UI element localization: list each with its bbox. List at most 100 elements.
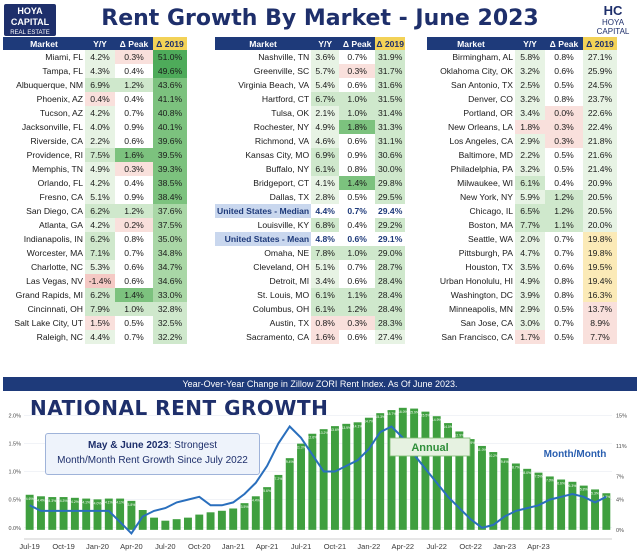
bar-data-label: 7.5%: [535, 475, 543, 479]
yoy-value: 4.4%: [315, 206, 335, 216]
peak-delta-value: 0.3%: [545, 120, 583, 134]
yoy-value: 4.6%: [311, 134, 340, 148]
peak-delta-value: 0.7%: [347, 52, 367, 62]
x-axis-tick-label: Jan-23: [493, 542, 516, 551]
delta-2019-value: 37.6%: [153, 204, 187, 218]
market-name: Rochester, NY: [253, 122, 310, 132]
delta-2019-value: 34.7%: [153, 260, 187, 274]
peak-delta-value: 0.9%: [347, 150, 367, 160]
annual-bar: [184, 517, 192, 530]
yoy-value: 6.7%: [311, 92, 340, 106]
table-row: Oklahoma City, OK 3.2% 0.6% 25.9%: [427, 64, 617, 78]
delta-2019-value: 31.3%: [375, 120, 406, 134]
table-row: Milwaukee, WI 6.1% 0.4% 20.9%: [427, 176, 617, 190]
table-row: Chicago, IL 6.5% 1.2% 20.5%: [427, 204, 617, 218]
table-row: Raleigh, NC 4.4% 0.7% 32.2%: [3, 330, 187, 344]
delta-2019-value: 37.5%: [153, 218, 187, 232]
market-name: Washington, DC: [450, 290, 513, 300]
logo-subtext: REAL ESTATE: [10, 30, 50, 36]
table-row: Cincinnati, OH 7.9% 1.0% 32.8%: [3, 302, 187, 316]
market-name: New Orleans, LA: [448, 122, 513, 132]
market-name: Providence, RI: [26, 150, 83, 160]
bar-data-label: 12.9%: [455, 433, 465, 437]
market-name: Louisville, KY: [257, 220, 310, 230]
table-header-row: Market Y/Y Δ Peak Δ 2019: [3, 37, 187, 50]
delta-2019-value: 13.7%: [583, 302, 617, 316]
delta-2019-value: 40.1%: [153, 120, 187, 134]
delta-2019-value: 39.6%: [153, 134, 187, 148]
market-name: Charlotte, NC: [30, 262, 83, 272]
peak-delta-value: 0.6%: [347, 332, 367, 342]
x-axis-tick-label: Jan-22: [357, 542, 380, 551]
peak-delta-value: 1.8%: [339, 120, 376, 134]
x-axis-tick-label: Jul-22: [427, 542, 447, 551]
table-row: United States - Median 4.4% 0.7% 29.4%: [215, 204, 405, 218]
table-row: Omaha, NE 7.8% 1.0% 29.0%: [215, 246, 406, 260]
market-name: Memphis, TN: [32, 164, 83, 174]
yoy-value: 6.5%: [515, 204, 545, 218]
delta-2019-value: 24.5%: [583, 78, 617, 92]
peak-delta-value: 0.7%: [347, 262, 367, 272]
yoy-value: 5.9%: [515, 190, 545, 204]
market-name: Virginia Beach, VA: [238, 80, 310, 90]
yoy-value: 5.1%: [85, 190, 115, 204]
delta-2019-value: 28.4%: [375, 302, 406, 316]
market-name: Dallas, TX: [269, 192, 310, 202]
column-header: Δ Peak: [339, 37, 376, 50]
delta-2019-value: 20.0%: [583, 218, 617, 232]
left-axis-tick-label: 1.0%: [8, 470, 21, 476]
market-name: San Jose, CA: [460, 318, 513, 328]
yoy-value: 3.5%: [515, 260, 545, 274]
delta-2019-value: 16.3%: [583, 288, 617, 302]
callout-bold: May & June 2023: [88, 440, 169, 451]
x-axis-tick-label: Jan-20: [86, 542, 109, 551]
bar-data-label: 13.2%: [319, 431, 329, 435]
yoy-value: 5.7%: [311, 64, 340, 78]
annual-bar: [421, 411, 430, 530]
annual-bar: [353, 422, 362, 530]
market-name: Riverside, CA: [30, 136, 83, 146]
bar-data-label: 14.7%: [364, 420, 374, 424]
annual-bar: [308, 433, 317, 530]
delta-2019-value: 21.4%: [583, 162, 617, 176]
bar-data-label: 15.7%: [387, 412, 397, 416]
peak-delta-value: 1.4%: [115, 288, 153, 302]
annual-bar: [331, 426, 339, 530]
market-name: Las Vegas, NV: [26, 276, 83, 286]
delta-2019-value: 31.7%: [375, 64, 406, 78]
chart-svg: 0.0%0.5%1.0%1.5%2.0%0%4%7%11%15%4.6% 4.4%…: [8, 407, 627, 551]
bar-data-label: 4.1%: [82, 501, 90, 505]
bar-data-label: 5.8%: [580, 488, 588, 492]
annual-bar: [82, 498, 91, 530]
market-name: Urban Honolulu, HI: [439, 276, 513, 286]
peak-delta-value: 1.2%: [545, 204, 583, 218]
table-row: Tulsa, OK 2.1% 1.0% 31.4%: [215, 106, 406, 120]
callout-rest: : Strongest: [168, 440, 217, 451]
market-tables: Market Y/Y Δ Peak Δ 2019 Miami, FL 4.2% 0.3% 51…: [3, 37, 637, 377]
yoy-value: 5.4%: [311, 78, 340, 92]
table-row: Phoenix, AZ 0.4% 0.4% 41.1%: [3, 92, 187, 106]
annual-bar: [116, 498, 125, 530]
delta-2019-value: 38.4%: [153, 190, 187, 204]
peak-delta-value: 0.3%: [339, 316, 376, 330]
annual-bar: [285, 458, 294, 530]
yoy-value: 4.0%: [85, 120, 115, 134]
delta-2019-value: 32.5%: [153, 316, 187, 330]
market-name: New York, NY: [459, 192, 513, 202]
bar-data-label: 3.8%: [128, 503, 136, 507]
annual-bar: [161, 520, 170, 530]
yoy-value: 0.4%: [85, 92, 115, 106]
table-row: Sacramento, CA 1.6% 0.6% 27.4%: [215, 330, 406, 344]
annual-bar: [229, 508, 238, 530]
peak-delta-value: 1.2%: [115, 78, 153, 92]
page-title: Rent Growth By Market - June 2023: [101, 6, 539, 31]
bar-data-label: 7.0%: [546, 478, 554, 482]
x-axis-tick-label: Jul-19: [19, 542, 39, 551]
yoy-value: 7.8%: [311, 246, 340, 260]
x-axis-tick-label: Jul-21: [291, 542, 311, 551]
peak-delta-value: 1.1%: [339, 288, 376, 302]
table-row: Portland, OR 3.4% 0.0% 22.6%: [427, 106, 617, 120]
bar-data-label: 4.0%: [94, 501, 102, 505]
yoy-value: 2.2%: [515, 148, 545, 162]
market-name: Jacksonville, FL: [21, 122, 83, 132]
